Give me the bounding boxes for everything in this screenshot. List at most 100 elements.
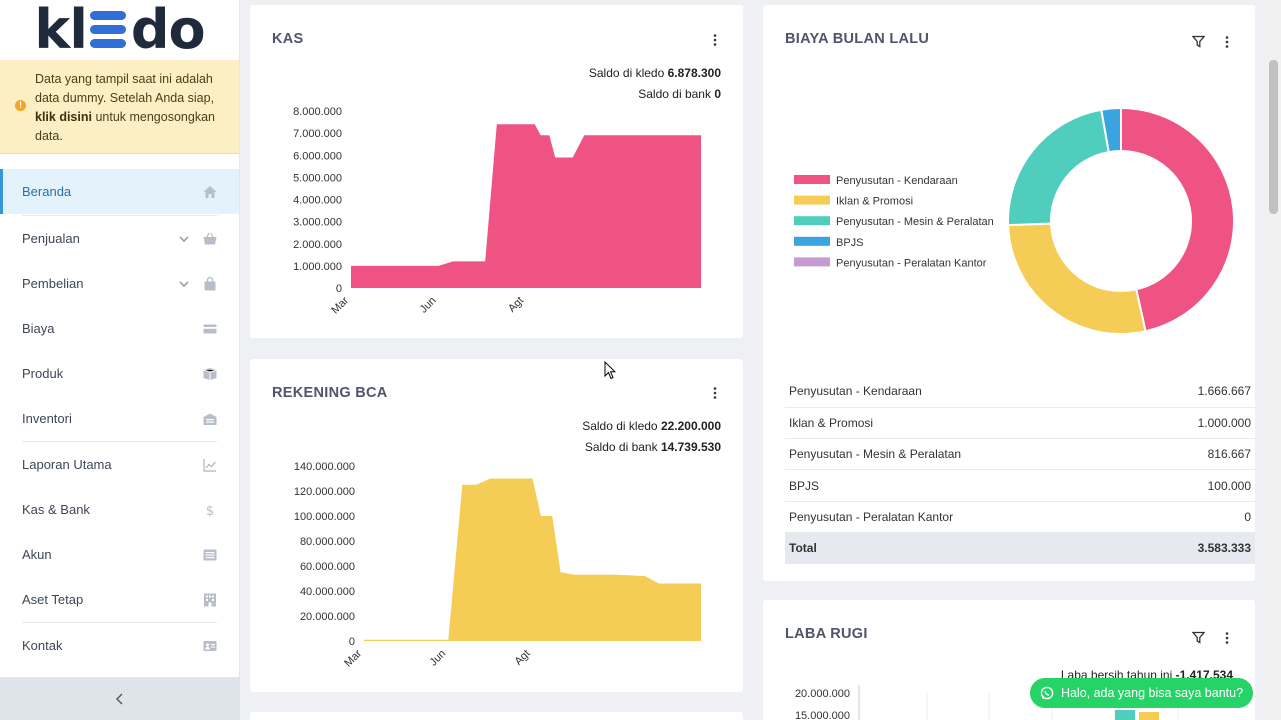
- table-row: Iklan & Promosi 1.000.000: [785, 407, 1255, 440]
- y-tick-label: 20.000.000: [300, 611, 355, 623]
- bag-icon: [204, 276, 216, 290]
- table-total-row: Total 3.583.333: [785, 532, 1255, 564]
- kas-more-icon[interactable]: [709, 33, 721, 47]
- y-tick-label: 0: [349, 636, 355, 648]
- saldo-kledo-value: 6.878.300: [667, 66, 721, 80]
- sidebar-item-pembelian[interactable]: Pembelian: [0, 261, 239, 306]
- biaya-bulan-lalu-card: BIAYA BULAN LALU Penyusutan - Kendaraan I…: [763, 5, 1255, 581]
- sidebar-item-inventori[interactable]: Inventori: [0, 396, 239, 441]
- sidebar-item-label: Inventori: [22, 411, 72, 426]
- legend-label: Penyusutan - Kendaraan: [836, 175, 958, 187]
- clear-data-link[interactable]: klik disini: [35, 110, 92, 124]
- x-tick-label: Mar: [342, 647, 364, 669]
- table-row: BPJS 100.000: [785, 469, 1255, 502]
- chevron-down-icon: [179, 235, 189, 242]
- sidebar-item-produk[interactable]: Produk: [0, 351, 239, 396]
- row-name: Penyusutan - Kendaraan: [785, 376, 1136, 408]
- home-icon: [203, 185, 217, 198]
- chart-icon: [203, 458, 217, 472]
- sidebar-item-label: Beranda: [22, 184, 72, 199]
- legend-swatch: [794, 195, 830, 205]
- row-name: BPJS: [785, 469, 1136, 502]
- kas-area-chart: 8.000.000 7.000.000 6.000.000 5.000.000 4.00…: [293, 106, 701, 317]
- list-icon: [203, 549, 217, 560]
- bar: [1115, 710, 1135, 720]
- y-tick-label: 100.000.000: [294, 511, 355, 523]
- sidebar: kl do ! Data yang tampil saat ini adalah…: [0, 0, 240, 720]
- y-tick-label: 15.000.000: [795, 710, 850, 720]
- row-name: Penyusutan - Mesin & Peralatan: [785, 438, 1136, 471]
- legend-swatch: [794, 236, 830, 246]
- y-tick-label: 3.000.000: [293, 217, 342, 229]
- donut-slice: [1007, 108, 1110, 227]
- table-row: Penyusutan - Peralatan Kantor 0: [785, 501, 1255, 533]
- row-value: 816.667: [1135, 438, 1255, 471]
- bca-more-icon[interactable]: [709, 386, 721, 400]
- warehouse-icon: [203, 413, 217, 425]
- sidebar-divider: [22, 441, 217, 442]
- bar: [1139, 712, 1159, 720]
- donut-slice: [1100, 106, 1122, 154]
- saldo-bank-value: 14.739.530: [660, 440, 721, 454]
- sidebar-item-laporan-utama[interactable]: Laporan Utama: [0, 442, 239, 487]
- logo-text-left: kl: [34, 0, 87, 61]
- logo[interactable]: kl do: [0, 0, 239, 60]
- kas-card: KAS Saldo di kledo 6.878.300 Saldo di ba…: [250, 5, 743, 338]
- scrollbar-thumb[interactable]: [1269, 60, 1278, 214]
- series-area: [364, 478, 701, 641]
- row-value: 1.666.667: [1135, 376, 1255, 408]
- sidebar-item-label: Kas & Bank: [22, 502, 90, 517]
- y-tick-label: 120.000.000: [294, 486, 355, 498]
- sidebar-item-penjualan[interactable]: Penjualan: [0, 216, 239, 261]
- y-tick-label: 1.000.000: [293, 261, 342, 273]
- sidebar-item-label: Laporan Utama: [22, 457, 112, 472]
- donut-slice: [1120, 106, 1235, 333]
- biaya-more-icon[interactable]: [1221, 35, 1233, 49]
- saldo-bank-value: 0: [714, 87, 721, 101]
- svg-text:$: $: [206, 504, 214, 517]
- logo-e-icon: [89, 11, 126, 48]
- logo-text-right: do: [130, 0, 206, 61]
- row-value: 0: [1135, 501, 1255, 533]
- sidebar-item-biaya[interactable]: Biaya: [0, 306, 239, 351]
- sidebar-item-label: Kontak: [22, 638, 63, 653]
- sidebar-item-aset-tetap[interactable]: Aset Tetap: [0, 577, 239, 622]
- biaya-title: BIAYA BULAN LALU: [785, 31, 930, 47]
- sidebar-item-label: Biaya: [22, 321, 55, 336]
- laba-title: LABA RUGI: [785, 626, 868, 642]
- x-tick-label: Agt: [512, 648, 532, 668]
- whatsapp-chat-button[interactable]: Halo, ada yang bisa saya bantu?: [1030, 678, 1253, 708]
- basket-icon: [203, 232, 217, 244]
- chevron-down-icon: [179, 280, 189, 287]
- filter-icon[interactable]: [1192, 35, 1205, 48]
- sidebar-item-label: Aset Tetap: [22, 592, 84, 607]
- sidebar-item-akun[interactable]: Akun: [0, 532, 239, 577]
- legend-swatch: [794, 175, 830, 184]
- y-tick-label: 5.000.000: [293, 172, 342, 184]
- sidebar-item-label: Penjualan: [22, 231, 80, 246]
- laba-rugi-chart: 20.000.000 15.000.000: [795, 685, 1179, 720]
- warning-icon: !: [15, 100, 26, 111]
- sidebar-item-label: Akun: [22, 547, 52, 562]
- x-tick-label: Jun: [418, 295, 439, 316]
- laba-more-icon[interactable]: [1221, 631, 1233, 645]
- y-tick-label: 7.000.000: [293, 128, 342, 140]
- sidebar-item-beranda[interactable]: Beranda: [0, 169, 239, 214]
- row-value: 1.000.000: [1135, 407, 1255, 440]
- sidebar-item-kas-bank[interactable]: Kas & Bank $: [0, 487, 239, 532]
- sidebar-item-label: Pembelian: [22, 276, 84, 291]
- table-row: Penyusutan - Mesin & Peralatan 816.667: [785, 438, 1255, 471]
- series-area: [351, 124, 701, 288]
- chat-label: Halo, ada yang bisa saya bantu?: [1060, 686, 1244, 700]
- saldo-bank-label: Saldo di bank: [638, 87, 715, 101]
- sidebar-collapse-button[interactable]: [0, 677, 240, 720]
- y-tick-label: 40.000.000: [300, 586, 355, 598]
- filter-icon[interactable]: [1192, 631, 1205, 644]
- table-row: Penyusutan - Kendaraan 1.666.667: [785, 376, 1255, 408]
- whatsapp-icon: [1040, 686, 1054, 700]
- saldo-bank-label: Saldo di bank: [584, 440, 661, 454]
- y-tick-label: 6.000.000: [293, 150, 342, 162]
- dummy-data-notice: ! Data yang tampil saat ini adalah data …: [0, 60, 239, 154]
- kas-title: KAS: [272, 31, 304, 47]
- sidebar-item-kontak[interactable]: Kontak: [0, 623, 239, 668]
